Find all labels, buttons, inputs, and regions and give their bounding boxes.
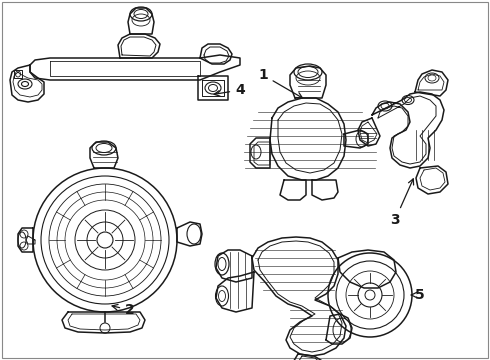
- Text: 1: 1: [258, 68, 302, 98]
- Text: 5: 5: [412, 288, 425, 302]
- Text: 4: 4: [214, 83, 245, 97]
- Text: 2: 2: [112, 303, 135, 317]
- Text: 3: 3: [390, 179, 414, 227]
